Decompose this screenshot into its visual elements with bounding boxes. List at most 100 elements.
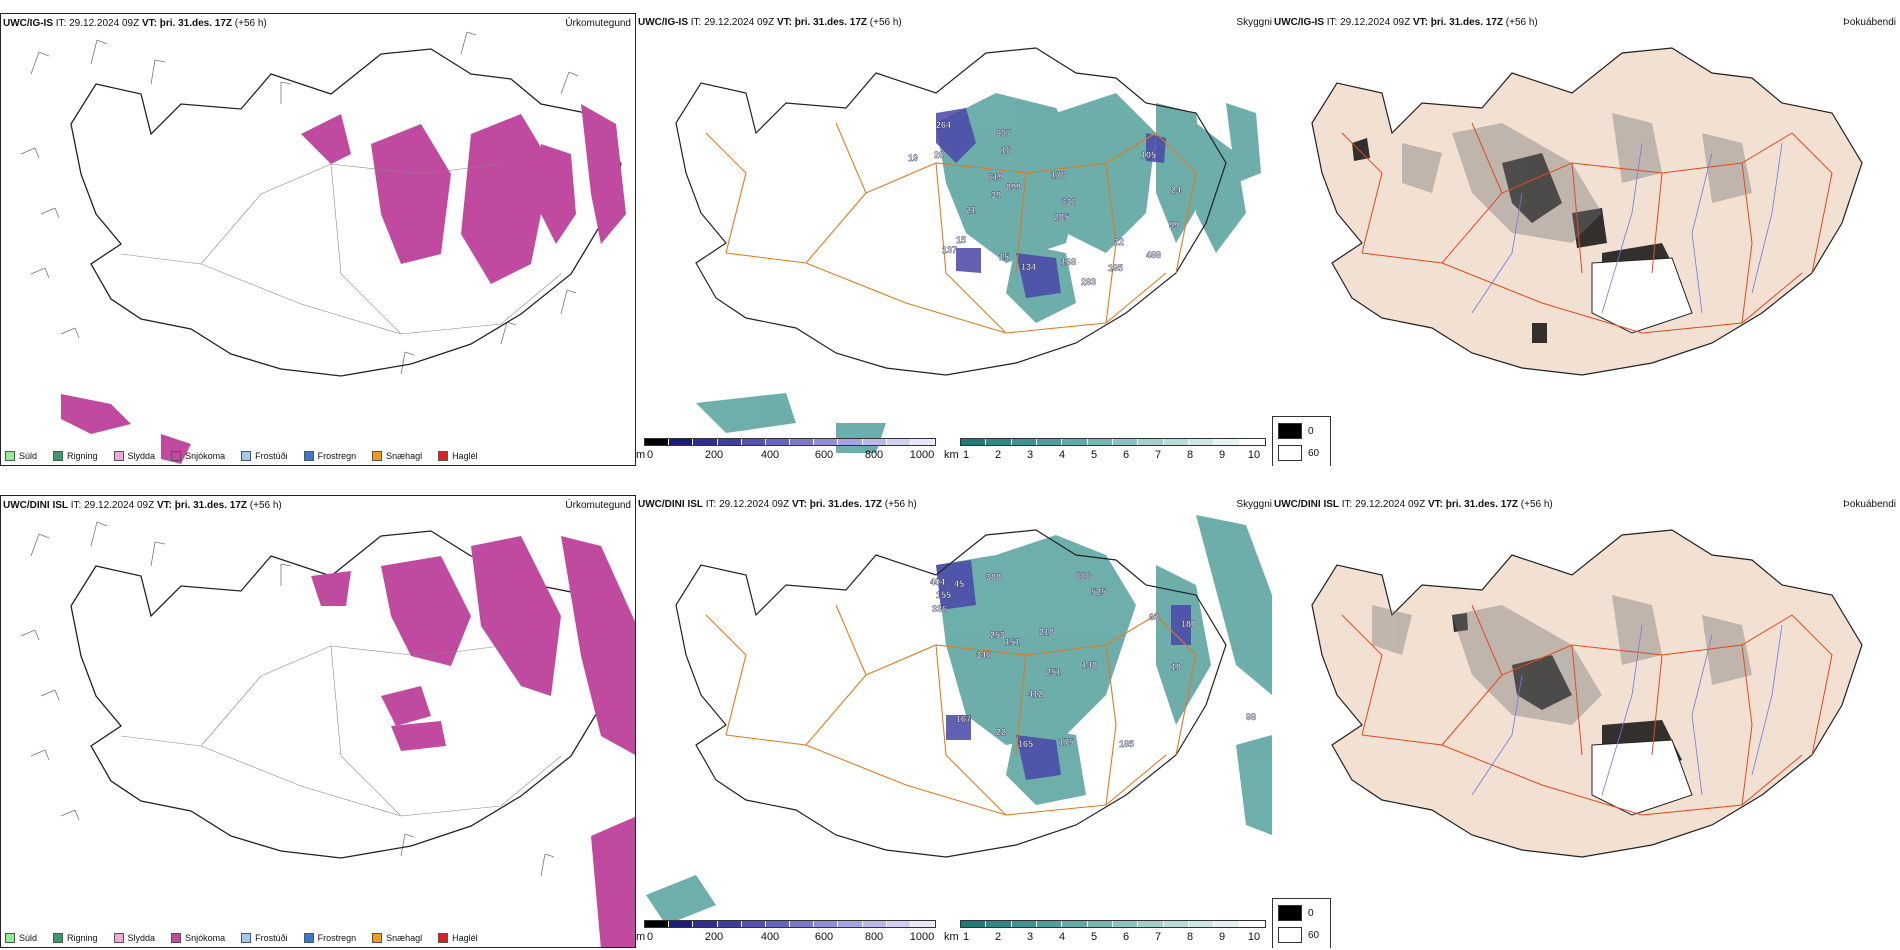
ceiling-label: 251 bbox=[1046, 667, 1061, 677]
colorbar-unit: m bbox=[636, 449, 646, 461]
swatch bbox=[303, 933, 314, 943]
ceiling-label: 218 bbox=[1039, 627, 1054, 637]
colorbar-tick: 9 bbox=[1218, 449, 1226, 461]
precip-type-panel-row2: UWC/DINI ISL IT: 29.12.2024 09Z VT: þri.… bbox=[0, 495, 636, 948]
swatch bbox=[5, 933, 15, 943]
precip-map bbox=[20, 521, 635, 947]
ceiling-label: 167 bbox=[956, 714, 971, 724]
fog-index-panel-row1: UWC/IG-IS IT: 29.12.2024 09Z VT: þri. 31… bbox=[1272, 13, 1900, 466]
ceiling-label: 15 bbox=[999, 252, 1009, 262]
colorbar-tick: 400 bbox=[760, 931, 780, 943]
fog-index-key: 0 60 bbox=[1272, 416, 1331, 466]
fog-key-box bbox=[1278, 905, 1302, 921]
colorbar-unit: km bbox=[944, 931, 959, 943]
swatch bbox=[171, 933, 182, 943]
visibility-colorbar-scale bbox=[960, 920, 1266, 928]
iceland-outline bbox=[70, 48, 622, 377]
colorbar-tick: 0 bbox=[646, 931, 654, 943]
ceiling-label: 98 bbox=[1246, 712, 1256, 722]
colorbar-tick: 600 bbox=[814, 931, 834, 943]
legend-item: Rigning bbox=[53, 451, 98, 461]
ceiling-label: 148 bbox=[1082, 660, 1097, 670]
ceiling-labels: 264 667 16 20 19 619 899 176 105 39 24 6… bbox=[908, 120, 1181, 287]
colorbar-tick: 600 bbox=[814, 449, 834, 461]
legend-item: Slydda bbox=[113, 451, 155, 461]
swatch bbox=[171, 451, 182, 461]
iceland-outline bbox=[675, 529, 1227, 858]
panel-title: Úrkomutegund bbox=[565, 500, 631, 511]
colorbar-tick: 400 bbox=[760, 449, 780, 461]
swatch bbox=[53, 933, 64, 943]
ceiling-label: 155 bbox=[936, 590, 951, 600]
ceiling-label: 16 bbox=[1001, 145, 1011, 155]
ceiling-label: 195 bbox=[1108, 263, 1123, 273]
ceiling-label: 283 bbox=[1081, 277, 1096, 287]
fog-moderate-areas bbox=[1372, 595, 1752, 725]
ceiling-label: 151 bbox=[1005, 637, 1020, 647]
fog-key-box bbox=[1278, 445, 1302, 461]
ceiling-colorbar: m 0 200 400 600 800 1000 bbox=[636, 438, 936, 466]
ceiling-label: 666 bbox=[1076, 571, 1091, 581]
ceiling-label: 105 bbox=[1141, 150, 1156, 160]
colorbar-tick: 7 bbox=[1154, 449, 1162, 461]
swatch bbox=[372, 933, 383, 943]
legend-item: Haglél bbox=[438, 451, 478, 461]
ceiling-label: 346 bbox=[976, 650, 991, 660]
visibility-panel-row1: UWC/IG-IS IT: 29.12.2024 09Z VT: þri. 31… bbox=[636, 13, 1272, 466]
rivers bbox=[1471, 142, 1783, 314]
colorbar-tick: 0 bbox=[646, 449, 654, 461]
colorbar-tick: 2 bbox=[994, 449, 1002, 461]
visibility-map: 264 667 16 20 19 619 899 176 105 39 24 6… bbox=[675, 47, 1261, 453]
iceland-outline bbox=[675, 47, 1227, 376]
colorbar-unit: km bbox=[944, 449, 959, 461]
ceiling-labels: 404 45 388 666 155 525 336 63 180 253 15… bbox=[930, 571, 1256, 749]
ceiling-label: 525 bbox=[1091, 587, 1106, 597]
road-network bbox=[1341, 122, 1833, 334]
fog-key-value: 60 bbox=[1308, 447, 1320, 459]
legend-item: Súld bbox=[5, 933, 37, 943]
colorbar-tick: 10 bbox=[1247, 449, 1261, 461]
ceiling-colorbar: m 0 200 400 600 800 1000 bbox=[636, 920, 936, 948]
ceiling-colorbar-scale bbox=[644, 920, 936, 928]
precip-map bbox=[20, 31, 626, 464]
swatch bbox=[303, 451, 314, 461]
colorbar-tick: 1 bbox=[962, 931, 970, 943]
swatch bbox=[241, 933, 252, 943]
colorbar-tick: 5 bbox=[1090, 931, 1098, 943]
colorbar-tick: 3 bbox=[1026, 449, 1034, 461]
panel-header: UWC/IG-IS IT: 29.12.2024 09Z VT: þri. 31… bbox=[638, 17, 902, 28]
wind-barbs bbox=[20, 521, 555, 877]
visibility-colorbar-scale bbox=[960, 438, 1266, 446]
swatch bbox=[438, 451, 449, 461]
legend-item: Frostúði bbox=[241, 933, 288, 943]
legend-item: Súld bbox=[5, 451, 37, 461]
ceiling-label: 253 bbox=[990, 630, 1005, 640]
panel-header: UWC/DINI ISL IT: 29.12.2024 09Z VT: þri.… bbox=[1274, 499, 1553, 510]
ceiling-label: 45 bbox=[954, 579, 964, 589]
legend-item: Frostúði bbox=[241, 451, 288, 461]
ceiling-label: 412 bbox=[1028, 689, 1043, 699]
ceiling-label: 175 bbox=[1059, 737, 1074, 747]
colorbar-tick: 8 bbox=[1186, 931, 1194, 943]
colorbar-tick: 7 bbox=[1154, 931, 1162, 943]
fog-map bbox=[1311, 529, 1863, 858]
swatch bbox=[5, 451, 15, 461]
swatch bbox=[113, 933, 124, 943]
visibility-panel-row2: UWC/DINI ISL IT: 29.12.2024 09Z VT: þri.… bbox=[636, 495, 1272, 948]
colorbar-tick: 800 bbox=[864, 931, 884, 943]
fog-moderate-areas bbox=[1402, 113, 1752, 243]
colorbar-tick: 1000 bbox=[909, 931, 935, 943]
panel-header: UWC/DINI ISL IT: 29.12.2024 09Z VT: þri.… bbox=[3, 500, 282, 511]
swatch bbox=[241, 451, 252, 461]
colorbar-tick: 200 bbox=[704, 931, 724, 943]
snow-areas bbox=[311, 536, 635, 947]
snow-areas bbox=[61, 104, 626, 464]
ceiling-label: 264 bbox=[936, 120, 951, 130]
colorbar-tick: 4 bbox=[1058, 449, 1066, 461]
ceiling-label: 619 bbox=[988, 172, 1003, 182]
ceiling-label: 39 bbox=[991, 190, 1001, 200]
low-visibility-areas bbox=[646, 515, 1272, 925]
colorbar-tick: 1000 bbox=[909, 449, 935, 461]
legend-item: Snjókoma bbox=[171, 933, 225, 943]
panel-title: Úrkomutegund bbox=[565, 18, 631, 29]
